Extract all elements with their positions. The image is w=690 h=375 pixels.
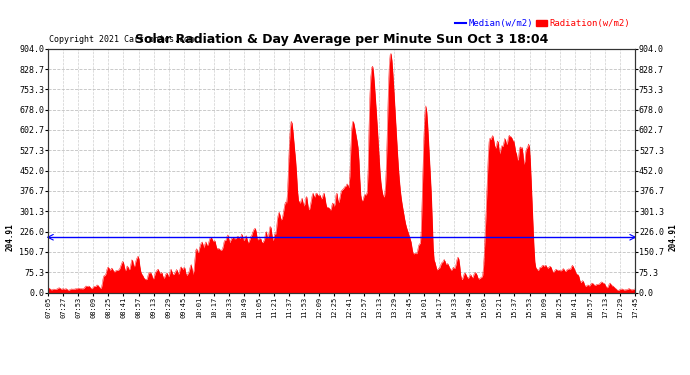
Title: Solar Radiation & Day Average per Minute Sun Oct 3 18:04: Solar Radiation & Day Average per Minute…	[135, 33, 549, 46]
Text: 204.91: 204.91	[669, 224, 678, 251]
Text: Copyright 2021 Cartronics.com: Copyright 2021 Cartronics.com	[49, 35, 194, 44]
Text: 204.91: 204.91	[6, 224, 14, 251]
Legend: Median(w/m2), Radiation(w/m2): Median(w/m2), Radiation(w/m2)	[455, 19, 630, 28]
